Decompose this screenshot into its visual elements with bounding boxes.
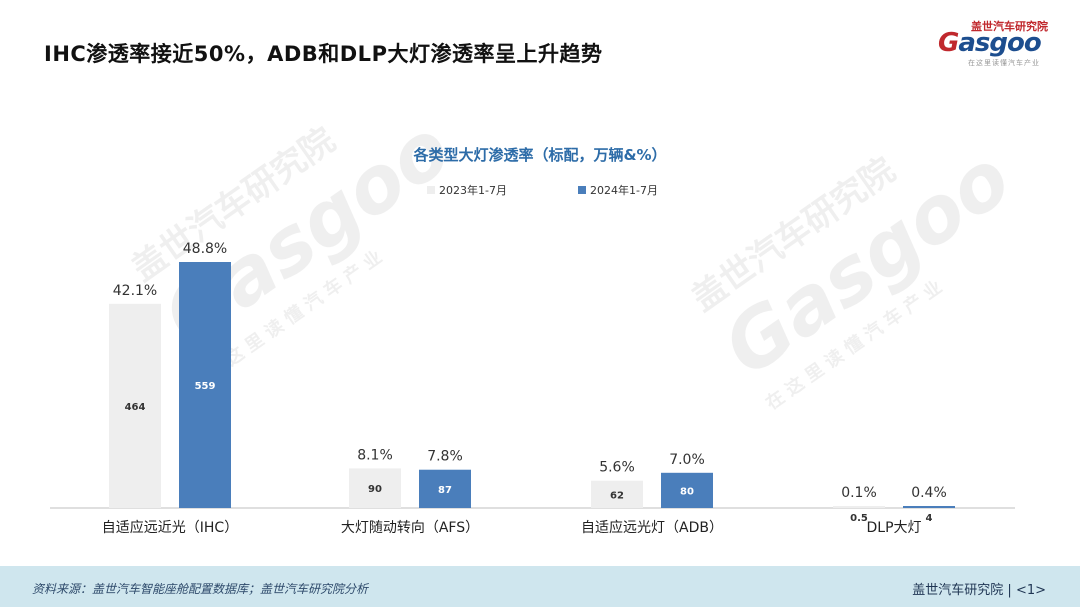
- category-label-2: 自适应远光灯（ADB）: [581, 519, 723, 536]
- rate-label-2024-2: 7.0%: [669, 452, 705, 468]
- value-label-2024-1: 87: [438, 485, 452, 496]
- value-label-2024-0: 559: [195, 381, 216, 392]
- slide-title: IHC渗透率接近50%，ADB和DLP大灯渗透率呈上升趋势: [44, 42, 603, 66]
- bar-chart: 464 42.1% 559 48.8% 自适应远近光（IHC） 90 8.1% 87 7.8% 大…: [50, 241, 1015, 536]
- footer-separator: |: [1007, 583, 1016, 598]
- value-label-2023-1: 90: [368, 484, 382, 495]
- logo-en-text: Gasgoo: [938, 28, 1042, 58]
- bar-2024-3: [903, 506, 955, 508]
- legend-item-2023: 2023年1-7月: [427, 182, 507, 198]
- chart-legend: 2023年1-7月 2024年1-7月: [0, 182, 1080, 198]
- rate-label-2023-1: 8.1%: [357, 447, 393, 463]
- bar-2023-2: [591, 480, 643, 508]
- rate-label-2023-2: 5.6%: [599, 460, 635, 476]
- rate-label-2023-0: 42.1%: [113, 283, 157, 299]
- rate-label-2024-3: 0.4%: [911, 485, 947, 501]
- bar-2023-0: [109, 303, 161, 508]
- logo-en-rest: asgoo: [958, 28, 1041, 58]
- value-label-2024-3: 4: [926, 513, 933, 524]
- bar-2023-3: [833, 506, 885, 508]
- category-label-3: DLP大灯: [866, 520, 921, 536]
- footer-page-number: <1>: [1015, 583, 1046, 598]
- bar-2024-0: [179, 262, 231, 508]
- value-label-2023-3: 0.5: [850, 513, 868, 524]
- rate-label-2024-1: 7.8%: [427, 449, 463, 465]
- logo-en-initial: G: [938, 28, 959, 58]
- gasgoo-logo: 盖世汽车研究院 Gasgoo 在这里读懂汽车产业: [938, 18, 1050, 67]
- legend-swatch-2024: [578, 186, 586, 194]
- category-label-1: 大灯随动转向（AFS）: [341, 520, 479, 536]
- value-label-2024-2: 80: [680, 486, 694, 497]
- footer-org: 盖世汽车研究院: [912, 583, 1004, 598]
- value-label-2023-0: 464: [125, 402, 146, 413]
- footer-bar: 资料来源：盖世汽车智能座舱配置数据库；盖世汽车研究院分析 盖世汽车研究院 | <…: [0, 566, 1080, 607]
- legend-label-2023: 2023年1-7月: [439, 184, 507, 197]
- legend-item-2024: 2024年1-7月: [578, 182, 658, 198]
- footer-right: 盖世汽车研究院 | <1>: [912, 579, 1046, 598]
- logo-cn-text: 盖世汽车研究院: [971, 20, 1048, 33]
- bar-2024-2: [661, 472, 713, 508]
- rate-label-2023-3: 0.1%: [841, 485, 877, 501]
- rate-label-2024-0: 48.8%: [183, 241, 227, 257]
- bar-2023-1: [349, 468, 401, 508]
- value-label-2023-2: 62: [610, 490, 624, 501]
- logo-tagline: 在这里读懂汽车产业: [968, 59, 1040, 67]
- category-label-0: 自适应远近光（IHC）: [102, 519, 238, 536]
- bar-2024-1: [419, 469, 471, 508]
- legend-swatch-2023: [427, 186, 435, 194]
- chart-title: 各类型大灯渗透率（标配，万辆&%）: [413, 146, 667, 164]
- footer-source: 资料来源：盖世汽车智能座舱配置数据库；盖世汽车研究院分析: [32, 582, 369, 596]
- legend-label-2024: 2024年1-7月: [590, 184, 658, 197]
